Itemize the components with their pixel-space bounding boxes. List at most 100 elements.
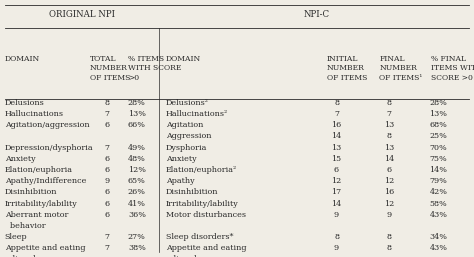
Text: 43%: 43%: [429, 244, 447, 252]
Text: 6: 6: [334, 166, 339, 174]
Text: 7: 7: [104, 244, 109, 252]
Text: 14: 14: [331, 133, 342, 141]
Text: 36%: 36%: [128, 211, 146, 219]
Text: Motor disturbances: Motor disturbances: [166, 211, 246, 219]
Text: Sleep disorders*: Sleep disorders*: [166, 233, 233, 241]
Text: 6: 6: [104, 199, 109, 208]
Text: 12: 12: [331, 177, 342, 185]
Text: 7: 7: [386, 110, 391, 118]
Text: 12%: 12%: [128, 166, 146, 174]
Text: 14%: 14%: [429, 166, 447, 174]
Text: 6: 6: [104, 211, 109, 219]
Text: 8: 8: [386, 99, 391, 107]
Text: Agitation/aggression: Agitation/aggression: [5, 121, 90, 129]
Text: 13: 13: [331, 144, 342, 152]
Text: Agitation: Agitation: [166, 121, 203, 129]
Text: Appetite and eating: Appetite and eating: [166, 244, 246, 252]
Text: 9: 9: [334, 244, 339, 252]
Text: 68%: 68%: [429, 121, 447, 129]
Text: 8: 8: [334, 233, 339, 241]
Text: disorders: disorders: [5, 255, 48, 257]
Text: 13%: 13%: [128, 110, 146, 118]
Text: 15: 15: [331, 155, 342, 163]
Text: 25%: 25%: [429, 133, 447, 141]
Text: % FINAL
ITEMS WITH
SCORE >0: % FINAL ITEMS WITH SCORE >0: [431, 55, 474, 82]
Text: 6: 6: [104, 155, 109, 163]
Text: 65%: 65%: [128, 177, 146, 185]
Text: Aggression: Aggression: [166, 133, 211, 141]
Text: 48%: 48%: [128, 155, 146, 163]
Text: 28%: 28%: [128, 99, 146, 107]
Text: 70%: 70%: [429, 144, 447, 152]
Text: Hallucinations: Hallucinations: [5, 110, 64, 118]
Text: disorders: disorders: [166, 255, 210, 257]
Text: 6: 6: [104, 121, 109, 129]
Text: 8: 8: [104, 99, 109, 107]
Text: Hallucinations²: Hallucinations²: [166, 110, 228, 118]
Text: 7: 7: [104, 110, 109, 118]
Text: 43%: 43%: [429, 211, 447, 219]
Text: 8: 8: [386, 244, 391, 252]
Text: Disinhibition: Disinhibition: [5, 188, 57, 196]
Text: Apathy/Indifference: Apathy/Indifference: [5, 177, 86, 185]
Text: 42%: 42%: [429, 188, 447, 196]
Text: 79%: 79%: [429, 177, 447, 185]
Text: Delusions²: Delusions²: [166, 99, 209, 107]
Text: 38%: 38%: [128, 244, 146, 252]
Text: 8: 8: [334, 99, 339, 107]
Text: Sleep: Sleep: [5, 233, 27, 241]
Text: Anxiety: Anxiety: [5, 155, 36, 163]
Text: Elation/euphoria: Elation/euphoria: [5, 166, 73, 174]
Text: 7: 7: [334, 110, 339, 118]
Text: 16: 16: [383, 188, 394, 196]
Text: % ITEMS
WITH SCORE
>0: % ITEMS WITH SCORE >0: [128, 55, 182, 82]
Text: Irritability/lability: Irritability/lability: [166, 199, 238, 208]
Text: 34%: 34%: [429, 233, 447, 241]
Text: 9: 9: [334, 211, 339, 219]
Text: behavior: behavior: [5, 222, 46, 230]
Text: 28%: 28%: [429, 99, 447, 107]
Text: 6: 6: [386, 166, 391, 174]
Text: 6: 6: [104, 166, 109, 174]
Text: 17: 17: [331, 188, 342, 196]
Text: 75%: 75%: [429, 155, 447, 163]
Text: INITIAL
NUMBER
OF ITEMS: INITIAL NUMBER OF ITEMS: [327, 55, 367, 82]
Text: NPI-C: NPI-C: [303, 10, 329, 19]
Text: 9: 9: [386, 211, 391, 219]
Text: DOMAIN: DOMAIN: [5, 55, 40, 63]
Text: 8: 8: [386, 133, 391, 141]
Text: Irritability/lability: Irritability/lability: [5, 199, 77, 208]
Text: 49%: 49%: [128, 144, 146, 152]
Text: 16: 16: [331, 121, 342, 129]
Text: 7: 7: [104, 233, 109, 241]
Text: Apathy: Apathy: [166, 177, 194, 185]
Text: 7: 7: [104, 144, 109, 152]
Text: 26%: 26%: [128, 188, 146, 196]
Text: Depression/dysphoria: Depression/dysphoria: [5, 144, 93, 152]
Text: 12: 12: [383, 177, 394, 185]
Text: 6: 6: [104, 188, 109, 196]
Text: Aberrant motor: Aberrant motor: [5, 211, 68, 219]
Text: 12: 12: [383, 199, 394, 208]
Text: Anxiety: Anxiety: [166, 155, 197, 163]
Text: 13%: 13%: [429, 110, 447, 118]
Text: 13: 13: [383, 121, 394, 129]
Text: 58%: 58%: [429, 199, 447, 208]
Text: 66%: 66%: [128, 121, 146, 129]
Text: 14: 14: [331, 199, 342, 208]
Text: 41%: 41%: [128, 199, 146, 208]
Text: FINAL
NUMBER
OF ITEMS¹: FINAL NUMBER OF ITEMS¹: [379, 55, 423, 82]
Text: Appetite and eating: Appetite and eating: [5, 244, 85, 252]
Text: Disinhibition: Disinhibition: [166, 188, 219, 196]
Text: TOTAL
NUMBER
OF ITEMS: TOTAL NUMBER OF ITEMS: [90, 55, 130, 82]
Text: 27%: 27%: [128, 233, 146, 241]
Text: 13: 13: [383, 144, 394, 152]
Text: Dysphoria: Dysphoria: [166, 144, 207, 152]
Text: 9: 9: [104, 177, 109, 185]
Text: 8: 8: [386, 233, 391, 241]
Text: DOMAIN: DOMAIN: [166, 55, 201, 63]
Text: 14: 14: [383, 155, 394, 163]
Text: ORIGINAL NPI: ORIGINAL NPI: [49, 10, 115, 19]
Text: Delusions: Delusions: [5, 99, 45, 107]
Text: Elation/euphoria²: Elation/euphoria²: [166, 166, 237, 174]
